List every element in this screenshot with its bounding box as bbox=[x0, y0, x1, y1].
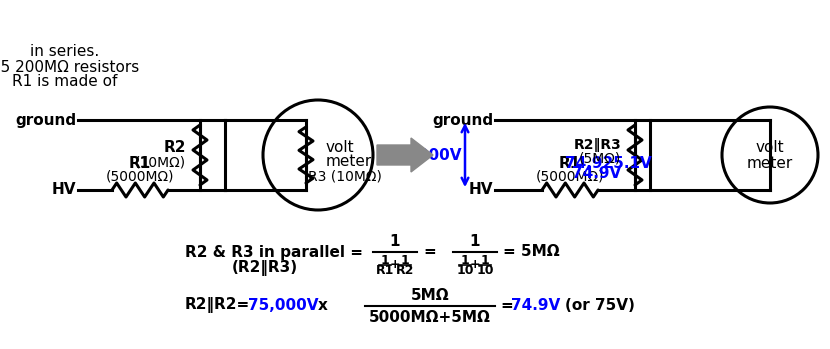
Text: R1 is made of: R1 is made of bbox=[12, 74, 118, 89]
Text: R1: R1 bbox=[376, 265, 394, 277]
Text: ground: ground bbox=[432, 112, 493, 127]
Text: 10: 10 bbox=[457, 265, 474, 277]
Text: in series.: in series. bbox=[31, 45, 100, 59]
Text: +: + bbox=[470, 259, 481, 272]
Text: (or 75V): (or 75V) bbox=[565, 297, 635, 312]
Text: =: = bbox=[500, 297, 513, 312]
Text: HV: HV bbox=[468, 183, 493, 198]
Text: meter: meter bbox=[326, 155, 372, 170]
Text: 25 200MΩ resistors: 25 200MΩ resistors bbox=[0, 59, 139, 74]
Text: volt: volt bbox=[755, 140, 784, 155]
Text: =: = bbox=[423, 245, 436, 260]
Text: 5000MΩ+5MΩ: 5000MΩ+5MΩ bbox=[369, 310, 491, 325]
Text: 1: 1 bbox=[390, 233, 400, 248]
Text: meter: meter bbox=[747, 156, 793, 171]
Text: R2 & R3 in parallel =: R2 & R3 in parallel = bbox=[185, 245, 363, 260]
Text: (5000MΩ): (5000MΩ) bbox=[535, 170, 604, 184]
Text: (10MΩ): (10MΩ) bbox=[134, 155, 186, 169]
Text: (R2‖R3): (R2‖R3) bbox=[232, 260, 298, 276]
Text: ground: ground bbox=[15, 112, 76, 127]
Text: 74,925.1V: 74,925.1V bbox=[564, 156, 652, 171]
FancyArrow shape bbox=[377, 138, 433, 172]
Text: +: + bbox=[390, 259, 400, 272]
Text: 1: 1 bbox=[381, 253, 389, 267]
Text: = 5MΩ: = 5MΩ bbox=[503, 245, 559, 260]
Text: 1: 1 bbox=[461, 253, 470, 267]
Text: 75,000V: 75,000V bbox=[248, 297, 319, 312]
Text: R2: R2 bbox=[164, 140, 186, 155]
Text: R1: R1 bbox=[129, 156, 151, 171]
Text: 75,000V: 75,000V bbox=[390, 148, 461, 163]
Text: volt: volt bbox=[326, 140, 354, 155]
Text: R1: R1 bbox=[559, 156, 581, 171]
Text: R3 (10MΩ): R3 (10MΩ) bbox=[308, 170, 382, 184]
Text: 1: 1 bbox=[481, 253, 490, 267]
Text: HV: HV bbox=[51, 183, 76, 198]
Text: R2‖R3: R2‖R3 bbox=[574, 138, 621, 152]
Text: 10: 10 bbox=[476, 265, 494, 277]
Text: 74.9V: 74.9V bbox=[572, 165, 621, 180]
Text: (5MΩ): (5MΩ) bbox=[579, 152, 621, 166]
Text: 1: 1 bbox=[470, 233, 481, 248]
Text: x: x bbox=[318, 297, 328, 312]
Text: 5MΩ: 5MΩ bbox=[411, 289, 449, 304]
Text: 74.9V: 74.9V bbox=[511, 297, 560, 312]
Text: R2: R2 bbox=[396, 265, 414, 277]
Text: 1: 1 bbox=[401, 253, 409, 267]
Text: (5000MΩ): (5000MΩ) bbox=[105, 170, 174, 184]
Text: R2‖R2=: R2‖R2= bbox=[185, 297, 251, 313]
